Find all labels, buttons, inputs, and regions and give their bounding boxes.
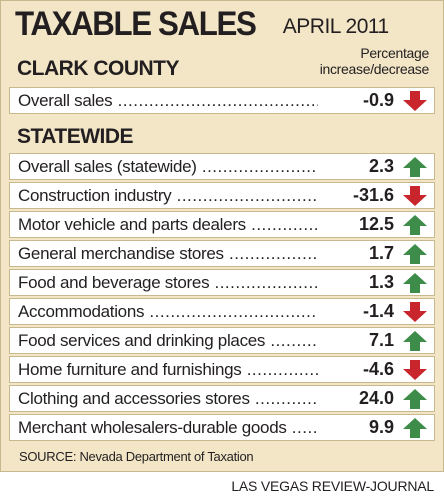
- row-value: -1.4: [359, 301, 394, 322]
- row-label: Motor vehicle and parts dealers: [18, 214, 318, 235]
- arrow-up-icon: [403, 331, 427, 351]
- row-label: Home furniture and furnishings: [18, 359, 318, 380]
- publisher-credit: LAS VEGAS REVIEW-JOURNAL: [231, 478, 434, 494]
- percentage-label-line1: Percentage: [360, 45, 429, 61]
- row-value: -31.6: [349, 185, 394, 206]
- arrow-up-icon: [403, 389, 427, 409]
- arrow-up-icon: [403, 157, 427, 177]
- table-row: Overall sales (statewide) 2.3: [9, 153, 435, 180]
- row-label: Merchant wholesalers-durable goods: [18, 417, 318, 438]
- arrow-down-icon: [403, 91, 427, 111]
- row-value: 12.5: [355, 214, 394, 235]
- table-row: Home furniture and furnishings -4.6: [9, 356, 435, 383]
- table-row: Accommodations -1.4: [9, 298, 435, 325]
- taxable-sales-graphic: TAXABLE SALES APRIL 2011 Percentage incr…: [0, 0, 444, 472]
- arrow-up-icon: [403, 273, 427, 293]
- percentage-column-label: Percentage increase/decrease: [319, 45, 430, 77]
- row-label: Food and beverage stores: [18, 272, 318, 293]
- arrow-down-icon: [403, 302, 427, 322]
- row-label: Food services and drinking places: [18, 330, 318, 351]
- percentage-label-line2: increase/decrease: [319, 61, 430, 77]
- chart-title-row: TAXABLE SALES APRIL 2011: [15, 5, 389, 44]
- row-label: General merchandise stores: [18, 243, 318, 264]
- source-note: SOURCE: Nevada Department of Taxation: [19, 449, 254, 464]
- arrow-down-icon: [403, 186, 427, 206]
- chart-title: TAXABLE SALES: [15, 5, 257, 43]
- row-value: -4.6: [359, 359, 394, 380]
- table-row: Construction industry -31.6: [9, 182, 435, 209]
- section-heading-clark-county: CLARK COUNTY: [17, 57, 180, 80]
- table-row: General merchandise stores 1.7: [9, 240, 435, 267]
- table-row: Clothing and accessories stores 24.0: [9, 385, 435, 412]
- section-heading-statewide: STATEWIDE: [17, 125, 134, 148]
- row-label: Clothing and accessories stores: [18, 388, 318, 409]
- row-label: Accommodations: [18, 301, 318, 322]
- table-row: Food and beverage stores 1.3: [9, 269, 435, 296]
- row-value: 9.9: [365, 417, 394, 438]
- row-value: 1.3: [365, 272, 394, 293]
- chart-date: APRIL 2011: [282, 15, 389, 38]
- arrow-down-icon: [403, 360, 427, 380]
- row-value: 2.3: [365, 156, 394, 177]
- row-value: 7.1: [365, 330, 394, 351]
- row-label: Overall sales: [18, 90, 318, 111]
- table-row: Overall sales -0.9: [9, 87, 435, 114]
- table-row: Merchant wholesalers-durable goods 9.9: [9, 414, 435, 441]
- row-label: Overall sales (statewide): [18, 156, 318, 177]
- row-value: 24.0: [355, 388, 394, 409]
- arrow-up-icon: [403, 215, 427, 235]
- row-label: Construction industry: [18, 185, 318, 206]
- row-value: 1.7: [365, 243, 394, 264]
- row-value: -0.9: [359, 90, 394, 111]
- table-row: Motor vehicle and parts dealers 12.5: [9, 211, 435, 238]
- arrow-up-icon: [403, 244, 427, 264]
- arrow-up-icon: [403, 418, 427, 438]
- table-row: Food services and drinking places 7.1: [9, 327, 435, 354]
